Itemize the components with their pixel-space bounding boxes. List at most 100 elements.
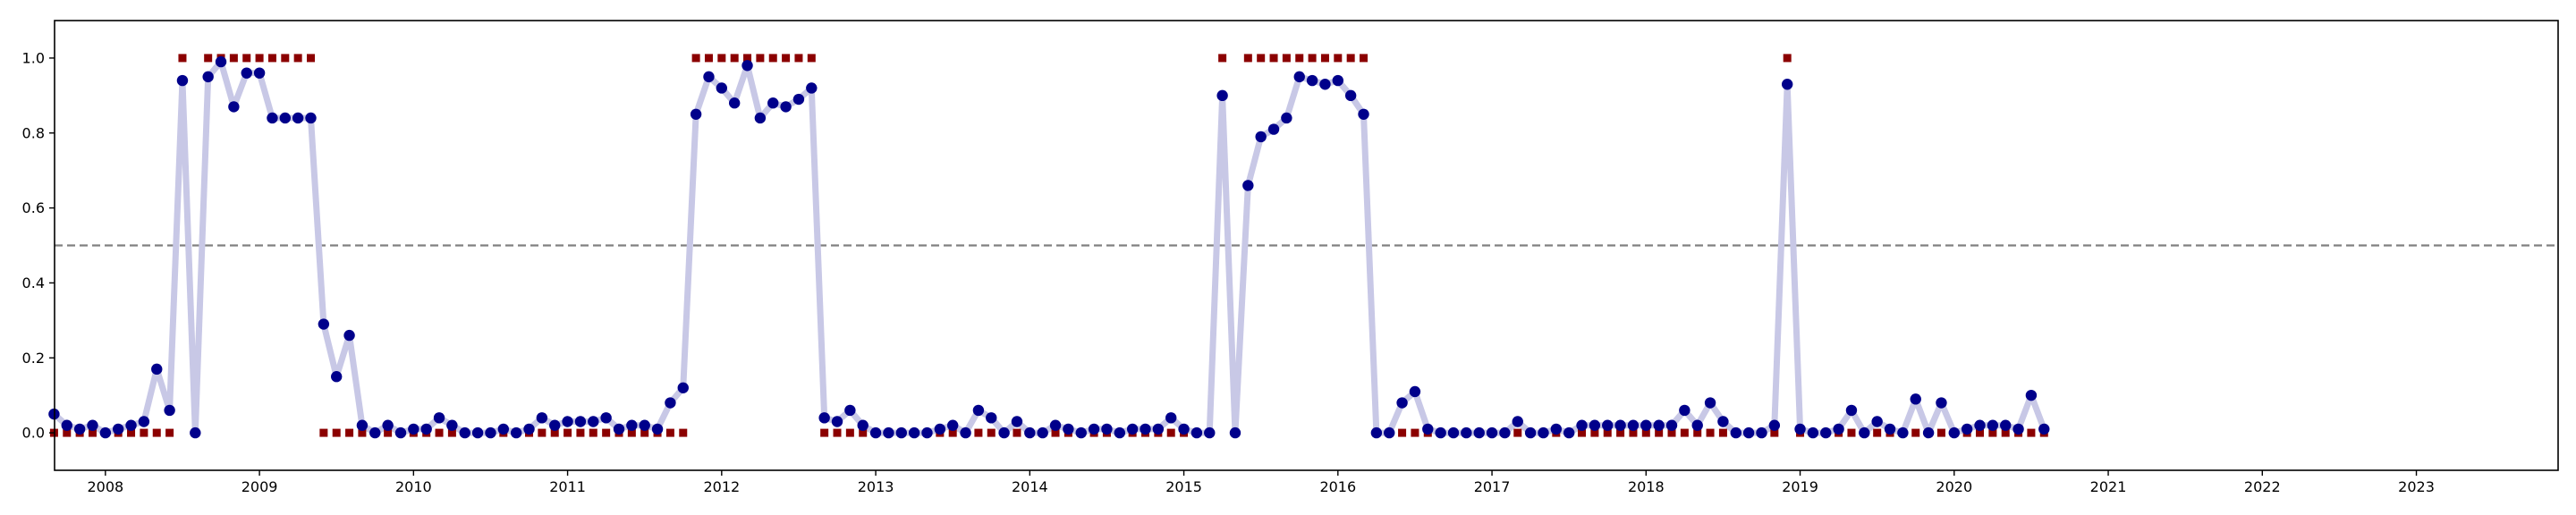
- probability-marker: [1794, 423, 1806, 435]
- probability-marker: [1461, 426, 1472, 439]
- probability-marker: [1165, 412, 1177, 424]
- y-tick-label: 0.4: [22, 274, 45, 291]
- probability-marker: [1756, 426, 1767, 439]
- probability-marker: [626, 419, 638, 431]
- binary-marker: [1295, 54, 1304, 63]
- binary-marker: [1257, 54, 1266, 63]
- probability-marker: [844, 404, 856, 417]
- probability-marker: [1691, 419, 1703, 431]
- x-tick-label: 2022: [2244, 478, 2281, 495]
- probability-marker: [754, 112, 767, 124]
- probability-marker: [2012, 423, 2024, 435]
- probability-marker: [960, 426, 971, 439]
- probability-marker: [241, 67, 252, 79]
- probability-marker: [831, 416, 843, 427]
- binary-marker: [242, 54, 251, 63]
- binary-marker: [1308, 54, 1317, 63]
- probability-marker: [1859, 426, 1870, 439]
- probability-marker: [1871, 416, 1883, 427]
- binary-marker: [1783, 54, 1792, 63]
- probability-marker: [1781, 79, 1793, 90]
- binary-marker: [1513, 428, 1522, 437]
- probability-marker: [433, 412, 445, 424]
- probability-marker: [1961, 423, 1973, 435]
- probability-marker: [1255, 131, 1267, 143]
- x-tick-label: 2018: [1628, 478, 1665, 495]
- probability-marker: [1742, 426, 1755, 439]
- binary-marker: [1243, 54, 1252, 63]
- x-tick-label: 2014: [1012, 478, 1048, 495]
- probability-marker: [818, 412, 830, 424]
- binary-marker: [1873, 428, 1882, 437]
- probability-marker: [151, 363, 163, 376]
- probability-marker: [1538, 426, 1549, 439]
- x-tick-label: 2010: [395, 478, 432, 495]
- probability-marker: [998, 426, 1010, 439]
- probability-marker: [895, 426, 907, 439]
- probability-marker: [1024, 426, 1036, 439]
- probability-marker: [1717, 416, 1729, 427]
- probability-marker: [228, 101, 240, 113]
- probability-marker: [1358, 108, 1369, 120]
- x-axis: 2008 2009 2010 2011 2012 2013 2014 2015 2016 2017…: [87, 470, 2435, 495]
- x-tick-label: 2016: [1319, 478, 1356, 495]
- probability-marker: [690, 108, 702, 120]
- probability-marker: [176, 74, 189, 87]
- plot-frame: [54, 20, 2559, 471]
- binary-marker: [358, 428, 367, 437]
- binary-marker: [1346, 54, 1355, 63]
- probability-marker: [883, 426, 894, 439]
- binary-marker: [1770, 428, 1779, 437]
- binary-marker: [63, 428, 72, 437]
- binary-marker: [293, 54, 302, 63]
- probability-marker: [87, 419, 98, 431]
- probability-marker: [1473, 426, 1485, 439]
- probability-marker: [908, 426, 920, 439]
- binary-marker: [152, 428, 161, 437]
- binary-marker: [679, 428, 688, 437]
- binary-marker: [1320, 54, 1329, 63]
- probability-marker: [1922, 426, 1935, 439]
- binary-marker: [730, 54, 739, 63]
- x-tick-label: 2011: [549, 478, 586, 495]
- probability-marker-layer: [48, 55, 2050, 439]
- probability-marker: [1204, 426, 1216, 439]
- probability-marker: [1936, 397, 1947, 409]
- binary-marker: [1847, 428, 1856, 437]
- probability-marker: [1396, 397, 1408, 409]
- binary-marker: [140, 428, 148, 437]
- probability-marker: [202, 71, 214, 83]
- probability-marker: [2038, 423, 2050, 435]
- probability-marker: [1897, 426, 1909, 439]
- binary-marker: [1398, 428, 1407, 437]
- probability-marker: [1948, 426, 1960, 439]
- probability-marker: [138, 416, 150, 427]
- probability-marker: [523, 423, 535, 435]
- probability-marker: [1704, 397, 1716, 409]
- binary-marker: [384, 428, 393, 437]
- binary-marker: [1578, 428, 1587, 437]
- probability-marker: [1267, 123, 1280, 135]
- probability-marker: [1063, 423, 1074, 435]
- binary-marker: [704, 54, 713, 63]
- binary-marker: [1051, 428, 1060, 437]
- probability-marker: [382, 419, 394, 431]
- probability-marker: [562, 416, 573, 427]
- probability-marker: [343, 329, 355, 342]
- probability-marker: [1216, 89, 1228, 102]
- probability-marker: [1589, 419, 1601, 431]
- probability-marker: [946, 419, 959, 431]
- binary-marker: [178, 54, 187, 63]
- probability-marker: [1614, 419, 1626, 431]
- probability-marker: [331, 371, 343, 383]
- binary-marker: [691, 54, 700, 63]
- binary-marker: [1976, 428, 1985, 437]
- binary-marker: [807, 54, 816, 63]
- binary-marker: [307, 54, 316, 63]
- probability-marker: [1602, 419, 1614, 431]
- probability-marker: [728, 97, 741, 109]
- probability-marker: [1435, 426, 1446, 439]
- binary-marker: [602, 428, 611, 437]
- y-tick-label: 0.6: [22, 199, 45, 216]
- probability-marker: [1486, 426, 1498, 439]
